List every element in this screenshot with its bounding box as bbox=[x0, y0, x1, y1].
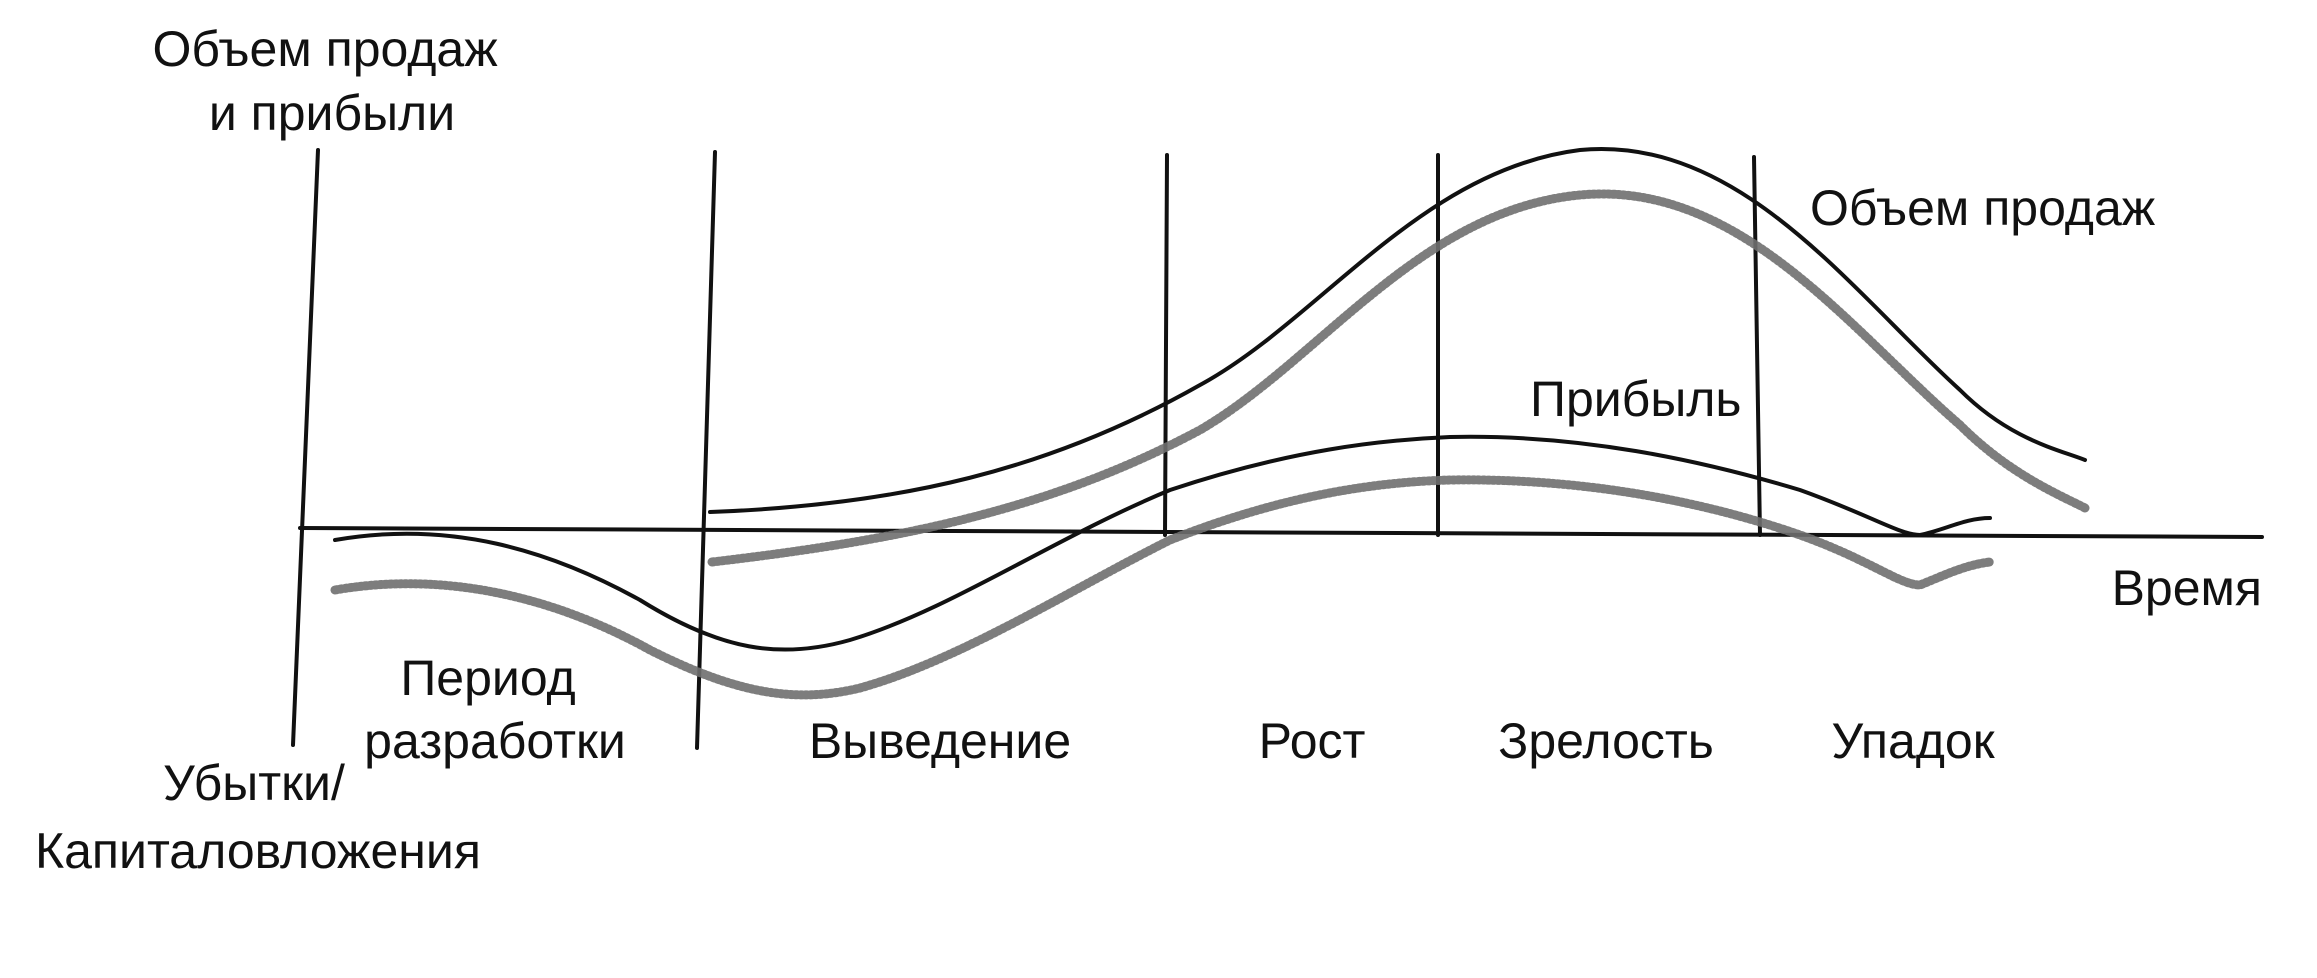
x-axis bbox=[298, 526, 2264, 539]
profit-curve bbox=[333, 434, 1992, 652]
sales-curve-label: Объем продаж bbox=[1810, 180, 2156, 236]
stage-label-introduction: Выведение bbox=[809, 713, 1071, 769]
profit-curve-label: Прибыль bbox=[1530, 371, 1741, 427]
stage-divider-1 bbox=[695, 150, 717, 750]
y-axis bbox=[291, 148, 320, 747]
stage-label-decline: Упадок bbox=[1831, 713, 1995, 769]
stage-divider-2 bbox=[1163, 153, 1169, 537]
y-axis-label: Объем продаж и прибыли bbox=[152, 21, 511, 141]
sales-curve bbox=[708, 146, 2087, 514]
stage-label-development: Период разработки bbox=[364, 650, 626, 769]
stage-label-maturity: Зрелость bbox=[1498, 713, 1714, 769]
losses-investment-label: Убытки/ Капиталовложения bbox=[35, 755, 481, 879]
profit-curve-shadow bbox=[330, 475, 1995, 700]
stage-divider-4 bbox=[1752, 155, 1762, 537]
stage-label-growth: Рост bbox=[1259, 713, 1366, 769]
sales-curve-shadow bbox=[707, 189, 2090, 567]
x-axis-label: Время bbox=[2112, 560, 2262, 616]
